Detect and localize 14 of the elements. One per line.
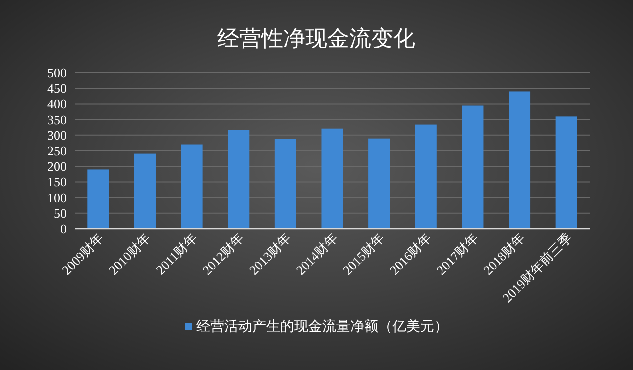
- y-tick-label: 0: [60, 222, 67, 236]
- y-tick-label: 350: [48, 112, 67, 128]
- y-tick-label: 500: [48, 66, 67, 80]
- y-tick-label: 300: [48, 128, 67, 143]
- y-tick-label: 100: [48, 190, 67, 206]
- chart-title: 经营性净现金流变化: [218, 26, 416, 51]
- y-tick-label: 50: [54, 206, 67, 221]
- x-tick-label: 2011财年: [153, 230, 200, 278]
- y-tick-label: 150: [48, 174, 67, 190]
- legend-label: 经营活动产生的现金流量净额（亿美元）: [196, 319, 448, 335]
- y-tick-label: 200: [48, 159, 67, 174]
- y-tick-label: 450: [48, 81, 67, 96]
- y-tick-label: 400: [48, 96, 67, 112]
- y-tick-label: 250: [48, 144, 67, 158]
